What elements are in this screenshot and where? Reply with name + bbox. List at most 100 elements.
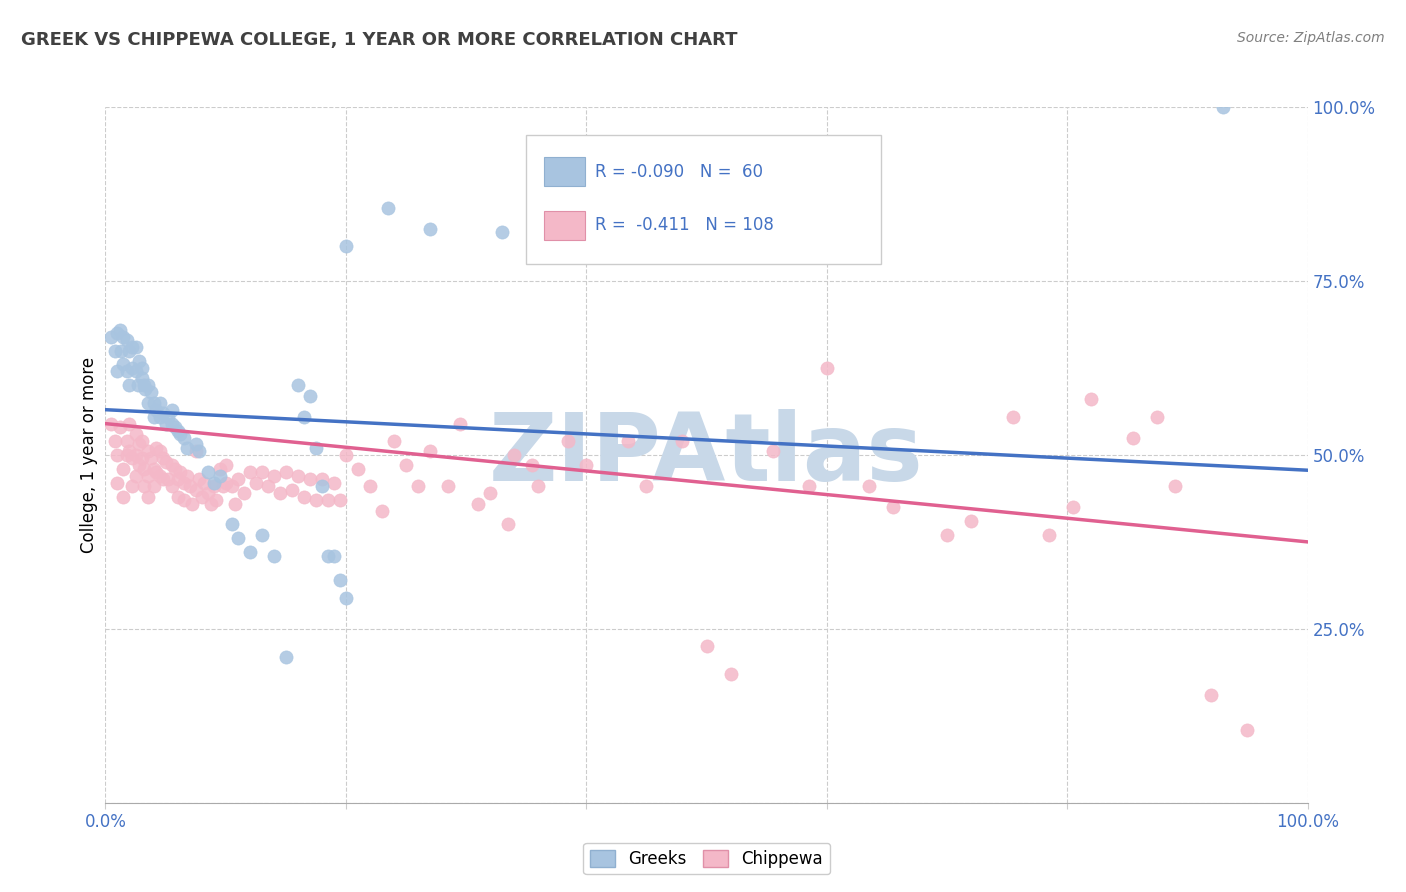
Point — [419, 222, 441, 236]
Point — [329, 493, 352, 508]
Point — [575, 458, 598, 473]
Point — [298, 389, 321, 403]
Point — [107, 475, 129, 490]
Point — [107, 448, 129, 462]
Point — [527, 479, 550, 493]
Point — [797, 479, 820, 493]
Point — [1212, 100, 1234, 114]
Point — [139, 385, 162, 400]
Text: ZIPAtlas: ZIPAtlas — [489, 409, 924, 501]
Point — [200, 497, 222, 511]
Legend: Greeks, Chippewa: Greeks, Chippewa — [583, 843, 830, 874]
Point — [132, 378, 155, 392]
Point — [134, 382, 156, 396]
Point — [100, 417, 122, 431]
Point — [617, 434, 640, 448]
Point — [131, 360, 153, 375]
Point — [152, 472, 174, 486]
Point — [132, 479, 155, 493]
Point — [181, 497, 204, 511]
Point — [224, 497, 246, 511]
Point — [1080, 392, 1102, 407]
Point — [148, 468, 170, 483]
Point — [1062, 500, 1084, 514]
Point — [145, 402, 167, 417]
Point — [335, 591, 357, 605]
Point — [165, 420, 187, 434]
Point — [274, 466, 297, 480]
Point — [160, 458, 183, 473]
Point — [160, 417, 183, 431]
Point — [256, 479, 278, 493]
Point — [136, 490, 159, 504]
Point — [292, 490, 315, 504]
Point — [858, 479, 880, 493]
Point — [239, 466, 262, 480]
Point — [226, 532, 249, 546]
Point — [155, 417, 177, 431]
Point — [148, 409, 170, 424]
Point — [160, 479, 183, 493]
Point — [1164, 479, 1187, 493]
Point — [202, 475, 225, 490]
Point — [557, 434, 579, 448]
Point — [1146, 409, 1168, 424]
Point — [322, 475, 344, 490]
Point — [131, 434, 153, 448]
Point — [316, 493, 339, 508]
Point — [193, 475, 215, 490]
Point — [104, 434, 127, 448]
Point — [166, 424, 188, 438]
Point — [239, 545, 262, 559]
Point — [124, 364, 146, 378]
Point — [100, 329, 122, 343]
Point — [197, 466, 219, 480]
Point — [221, 517, 243, 532]
Point — [190, 490, 212, 504]
Point — [671, 434, 693, 448]
Point — [274, 649, 297, 664]
Point — [115, 333, 138, 347]
Point — [118, 417, 141, 431]
Point — [173, 475, 195, 490]
Point — [322, 549, 344, 563]
Point — [128, 354, 150, 368]
Point — [335, 239, 357, 253]
Point — [245, 475, 267, 490]
Point — [148, 396, 170, 410]
Point — [287, 378, 309, 392]
Point — [311, 472, 333, 486]
Point — [250, 528, 273, 542]
Point — [115, 364, 138, 378]
Point — [503, 448, 526, 462]
Point — [118, 444, 141, 458]
Point — [263, 468, 285, 483]
Point — [176, 468, 198, 483]
Point — [176, 441, 198, 455]
Point — [214, 475, 236, 490]
Point — [329, 573, 352, 587]
Point — [371, 503, 394, 517]
Point — [108, 323, 131, 337]
Point — [128, 458, 150, 473]
Point — [1002, 409, 1025, 424]
Point — [287, 468, 309, 483]
Point — [166, 472, 188, 486]
Point — [124, 448, 146, 462]
Point — [496, 517, 519, 532]
Point — [250, 466, 273, 480]
Point — [136, 378, 159, 392]
Point — [208, 468, 231, 483]
Point — [359, 479, 381, 493]
Point — [1038, 528, 1060, 542]
Point — [136, 444, 159, 458]
Point — [131, 451, 153, 466]
Point — [128, 437, 150, 451]
Point — [121, 340, 143, 354]
Point — [762, 444, 785, 458]
Point — [152, 451, 174, 466]
Point — [148, 444, 170, 458]
Point — [121, 479, 143, 493]
Point — [156, 409, 179, 424]
FancyBboxPatch shape — [544, 211, 585, 240]
